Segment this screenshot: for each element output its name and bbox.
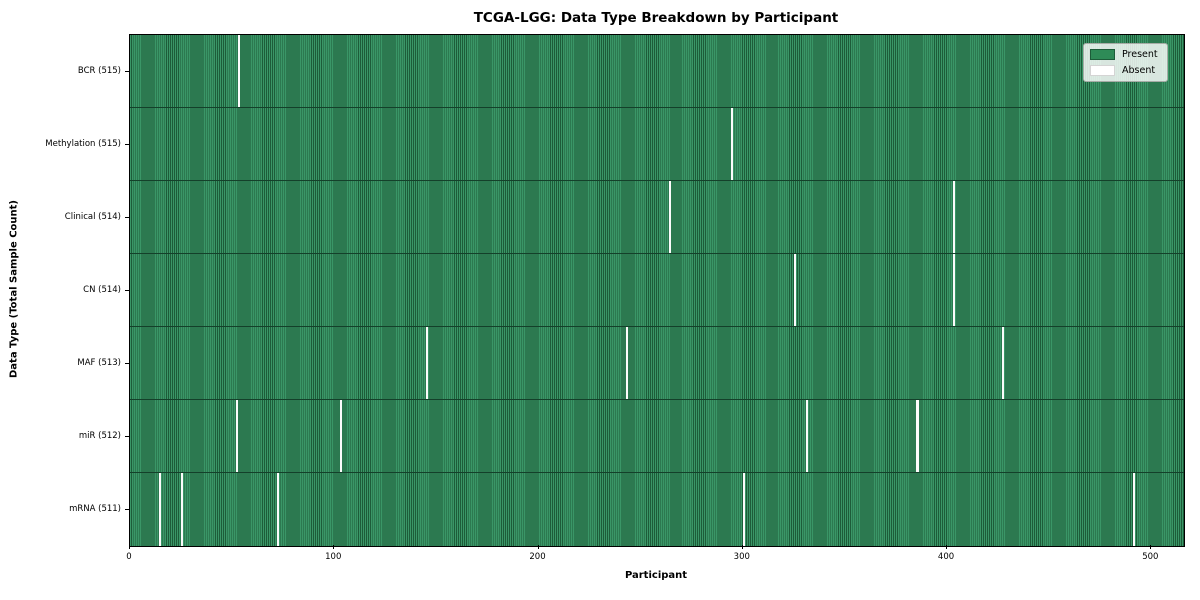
y-tick-label: BCR (515) [77,65,121,76]
absent-marker [669,181,672,253]
absent-marker [181,473,184,546]
y-tick-label: Methylation (515) [45,138,121,149]
absent-marker [1002,327,1005,399]
y-tick-mark [125,70,129,72]
y-tick-mark [125,508,129,510]
absent-marker [158,473,161,546]
present-swatch-icon [1090,49,1115,60]
x-tick-label: 500 [1142,552,1159,562]
absent-marker [793,254,796,326]
x-tick-label: 300 [733,552,750,562]
y-axis-label: Data Type (Total Sample Count) [8,199,20,379]
absent-marker [806,400,809,472]
chart-title: TCGA-LGG: Data Type Breakdown by Partici… [473,10,839,26]
data-type-row [130,327,1184,400]
absent-marker [626,327,629,399]
x-tick-mark [333,545,335,549]
data-type-row [130,35,1184,108]
y-tick-mark [125,143,129,145]
y-tick-label: mRNA (511) [69,503,121,514]
y-tick-label: miR (512) [78,430,121,441]
x-axis-label: Participant [624,570,688,581]
y-tick-mark [125,216,129,218]
x-tick-mark [537,545,539,549]
y-tick-label: MAF (513) [77,357,121,368]
plot-area: Present Absent [129,34,1185,547]
y-tick-label: Clinical (514) [64,211,121,222]
absent-marker [340,400,343,472]
legend: Present Absent [1083,43,1168,82]
absent-marker [730,108,733,180]
absent-marker [277,473,280,546]
data-type-row [130,400,1184,473]
data-type-row [130,254,1184,327]
absent-marker [426,327,429,399]
absent-marker [236,400,239,472]
absent-marker [916,400,919,472]
data-type-row [130,108,1184,181]
x-tick-mark [1150,545,1152,549]
legend-label: Present [1122,49,1158,60]
x-tick-label: 100 [325,552,342,562]
x-tick-mark [946,545,948,549]
y-tick-label: CN (514) [83,284,121,295]
y-tick-mark [125,435,129,437]
x-tick-mark [129,545,130,549]
x-tick-mark [741,545,743,549]
legend-entry-absent: Absent [1090,65,1158,76]
absent-marker [953,181,956,253]
absent-marker [1132,473,1136,546]
x-tick-label: 0 [126,552,132,562]
y-tick-mark [125,362,129,364]
legend-label: Absent [1122,65,1156,76]
absent-marker [953,254,956,326]
absent-marker [742,473,745,546]
data-type-row [130,473,1184,546]
absent-swatch-icon [1090,65,1115,76]
y-tick-mark [125,289,129,291]
absent-marker [238,35,241,107]
x-tick-label: 200 [529,552,546,562]
data-type-row [130,181,1184,254]
x-tick-label: 400 [937,552,955,562]
legend-entry-present: Present [1090,49,1158,60]
